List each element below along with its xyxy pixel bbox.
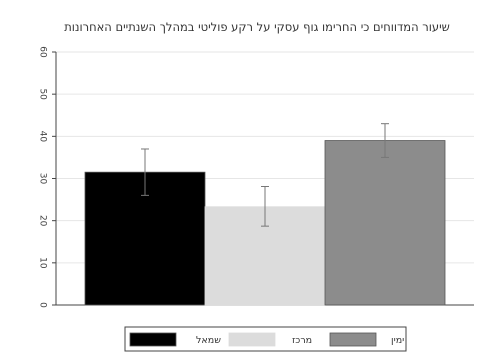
y-tick-label: 40 — [38, 131, 48, 143]
legend-label-3: ימין — [391, 335, 404, 346]
error-bars — [141, 123, 389, 227]
chart-title: שיעור המדווחים כי החרימו גוף עסקי על רקע… — [64, 20, 450, 34]
legend: שמאל מרכז ימין — [124, 326, 407, 352]
y-tick-label: 30 — [38, 173, 48, 185]
legend-label-2: מרכז — [292, 335, 312, 346]
y-tick-label: 50 — [38, 88, 48, 100]
y-tick-label: 60 — [38, 46, 48, 58]
legend-swatch-2 — [228, 332, 276, 347]
y-axis-ticks: 0 10 20 30 40 50 60 — [38, 46, 56, 308]
y-tick-label: 10 — [38, 257, 48, 269]
legend-label-1: שמאל — [196, 335, 221, 346]
legend-swatch-1 — [129, 332, 177, 347]
legend-swatch-3 — [329, 332, 377, 347]
y-tick-label: 0 — [38, 302, 48, 308]
bar-2 — [204, 206, 326, 306]
y-tick-label: 20 — [38, 215, 48, 227]
bar-3 — [324, 140, 446, 306]
